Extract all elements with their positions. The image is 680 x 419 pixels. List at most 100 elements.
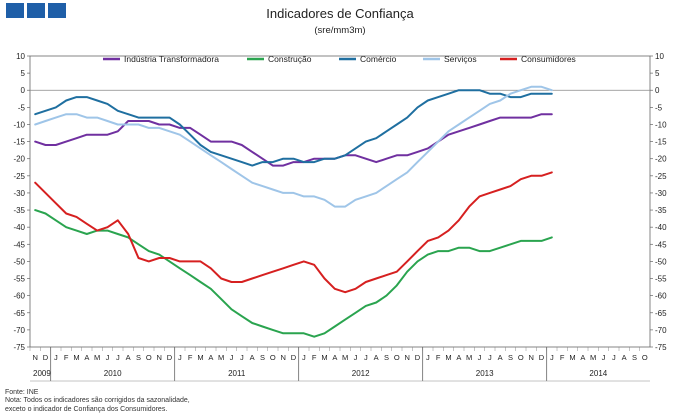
- y-tick-label-right: 5: [655, 69, 660, 78]
- y-tick-label-left: -75: [13, 343, 25, 352]
- x-month-label: S: [260, 353, 265, 362]
- x-month-label: D: [291, 353, 297, 362]
- x-month-label: D: [539, 353, 545, 362]
- x-month-label: S: [632, 353, 637, 362]
- x-month-label: J: [364, 353, 368, 362]
- legend-label: Comércio: [360, 54, 397, 64]
- x-year-label: 2013: [476, 369, 494, 378]
- y-tick-label-left: -55: [13, 275, 25, 284]
- y-tick-label-right: -25: [655, 172, 667, 181]
- x-month-label: F: [312, 353, 317, 362]
- x-month-label: M: [321, 353, 327, 362]
- logo-block: [48, 3, 66, 18]
- x-month-label: O: [642, 353, 648, 362]
- y-tick-label-left: -10: [13, 120, 25, 129]
- x-month-label: A: [126, 353, 131, 362]
- x-month-label: A: [580, 353, 585, 362]
- logo-block: [6, 3, 24, 18]
- series-line: [34, 85, 553, 208]
- x-month-label: A: [622, 353, 627, 362]
- x-month-label: N: [404, 353, 409, 362]
- y-tick-label-right: -50: [655, 257, 667, 266]
- x-month-label: A: [84, 353, 89, 362]
- legend-label: Serviços: [444, 54, 477, 64]
- x-month-label: J: [354, 353, 358, 362]
- y-tick-label-left: -25: [13, 172, 25, 181]
- y-tick-label-left: -45: [13, 240, 25, 249]
- source-notes: Fonte: INE Nota: Todos os indicadores sã…: [5, 389, 190, 414]
- x-month-label: M: [197, 353, 203, 362]
- y-tick-label-right: -40: [655, 223, 667, 232]
- x-month-label: J: [178, 353, 182, 362]
- x-year-label: 2012: [352, 369, 370, 378]
- legend-label: Consumidores: [521, 54, 576, 64]
- legend-label: Construção: [268, 54, 312, 64]
- x-month-label: S: [136, 353, 141, 362]
- x-month-label: O: [518, 353, 524, 362]
- y-tick-label-right: -35: [655, 206, 667, 215]
- x-month-label: J: [54, 353, 58, 362]
- x-month-label: M: [218, 353, 224, 362]
- x-month-label: D: [43, 353, 49, 362]
- x-month-label: J: [230, 353, 234, 362]
- x-month-label: A: [374, 353, 379, 362]
- x-month-label: J: [488, 353, 492, 362]
- series-line: [34, 171, 553, 294]
- x-month-label: S: [384, 353, 389, 362]
- y-tick-label-right: -45: [655, 240, 667, 249]
- x-month-label: M: [342, 353, 348, 362]
- x-month-label: J: [602, 353, 606, 362]
- y-tick-label-right: -10: [655, 120, 667, 129]
- x-month-label: M: [590, 353, 596, 362]
- x-month-label: J: [612, 353, 616, 362]
- x-month-label: N: [32, 353, 37, 362]
- y-tick-label-left: -15: [13, 138, 25, 147]
- x-month-label: J: [116, 353, 120, 362]
- y-tick-label-right: -60: [655, 292, 667, 301]
- x-month-label: J: [550, 353, 554, 362]
- x-month-label: M: [94, 353, 100, 362]
- series-line: [34, 113, 553, 167]
- x-month-label: O: [394, 353, 400, 362]
- source-text: Fonte: INE: [5, 389, 39, 396]
- series-line: [34, 89, 553, 167]
- x-year-label: 2014: [589, 369, 607, 378]
- x-month-label: S: [508, 353, 513, 362]
- x-month-label: F: [436, 353, 441, 362]
- chart-title: Indicadores de Confiança: [266, 6, 414, 21]
- x-month-label: D: [167, 353, 173, 362]
- x-month-label: A: [332, 353, 337, 362]
- y-tick-label-left: -60: [13, 292, 25, 301]
- x-year-label: 2011: [228, 369, 246, 378]
- y-tick-label-right: -70: [655, 326, 667, 335]
- x-month-label: M: [445, 353, 451, 362]
- x-month-label: A: [208, 353, 213, 362]
- y-tick-label-right: -65: [655, 309, 667, 318]
- x-month-label: D: [415, 353, 421, 362]
- x-month-label: F: [560, 353, 565, 362]
- y-tick-label-right: -20: [655, 155, 667, 164]
- x-month-label: J: [478, 353, 482, 362]
- x-month-label: N: [156, 353, 161, 362]
- y-tick-label-left: -40: [13, 223, 25, 232]
- y-tick-label-right: -55: [655, 275, 667, 284]
- x-year-label: 2010: [104, 369, 122, 378]
- y-tick-label-right: -30: [655, 189, 667, 198]
- y-tick-label-left: 0: [21, 86, 26, 95]
- y-tick-label-left: -65: [13, 309, 25, 318]
- y-tick-label-left: -5: [18, 103, 26, 112]
- y-tick-label-left: 10: [16, 52, 25, 61]
- y-tick-label-left: -20: [13, 155, 25, 164]
- chart-subtitle: (sre/mm3m): [314, 25, 366, 36]
- x-month-label: O: [270, 353, 276, 362]
- y-tick-label-right: 0: [655, 86, 660, 95]
- x-month-label: A: [250, 353, 255, 362]
- legend-label: Indústria Transformadora: [124, 54, 219, 64]
- x-month-label: A: [456, 353, 461, 362]
- x-month-label: F: [188, 353, 193, 362]
- x-year-label: 2009: [33, 369, 51, 378]
- x-month-label: J: [106, 353, 110, 362]
- y-tick-label-left: -30: [13, 189, 25, 198]
- logo: [6, 3, 66, 18]
